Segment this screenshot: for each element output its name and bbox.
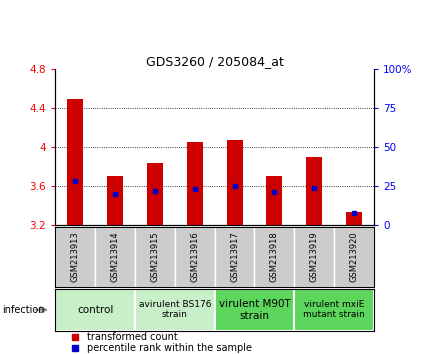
Bar bbox=[215, 289, 294, 331]
Bar bbox=[334, 227, 374, 287]
Bar bbox=[215, 227, 255, 287]
Text: GSM213913: GSM213913 bbox=[71, 232, 79, 282]
Bar bbox=[147, 164, 163, 225]
Bar bbox=[294, 227, 334, 287]
Text: GSM213920: GSM213920 bbox=[350, 232, 359, 282]
Text: avirulent BS176
strain: avirulent BS176 strain bbox=[139, 300, 211, 319]
Bar bbox=[187, 142, 203, 225]
Bar bbox=[135, 289, 215, 331]
Bar bbox=[227, 140, 243, 225]
Bar bbox=[95, 227, 135, 287]
Text: GSM213919: GSM213919 bbox=[310, 232, 319, 282]
Text: GSM213917: GSM213917 bbox=[230, 232, 239, 282]
Text: control: control bbox=[77, 305, 113, 315]
Bar bbox=[55, 227, 95, 287]
Text: GSM213914: GSM213914 bbox=[110, 232, 119, 282]
Bar bbox=[306, 157, 322, 225]
Bar bbox=[175, 227, 215, 287]
Text: percentile rank within the sample: percentile rank within the sample bbox=[87, 343, 252, 353]
Bar bbox=[346, 212, 362, 225]
Title: GDS3260 / 205084_at: GDS3260 / 205084_at bbox=[146, 55, 283, 68]
Text: GSM213916: GSM213916 bbox=[190, 232, 199, 282]
Text: virulent mxiE
mutant strain: virulent mxiE mutant strain bbox=[303, 300, 365, 319]
Text: infection: infection bbox=[2, 305, 45, 315]
Bar bbox=[266, 176, 282, 225]
Text: GSM213918: GSM213918 bbox=[270, 232, 279, 282]
Bar bbox=[294, 289, 374, 331]
Text: virulent M90T
strain: virulent M90T strain bbox=[218, 299, 290, 321]
Text: transformed count: transformed count bbox=[87, 332, 178, 342]
Bar bbox=[135, 227, 175, 287]
Bar bbox=[55, 289, 135, 331]
Bar bbox=[255, 227, 294, 287]
Text: GSM213915: GSM213915 bbox=[150, 232, 159, 282]
Bar bbox=[107, 176, 123, 225]
Bar bbox=[67, 99, 83, 225]
